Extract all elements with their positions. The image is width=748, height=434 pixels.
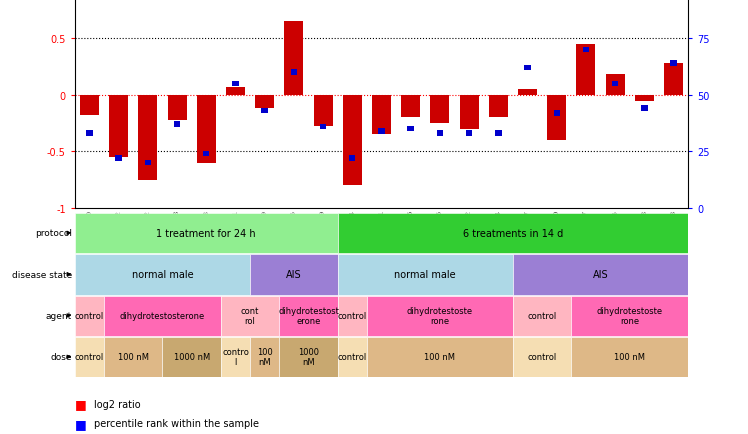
Bar (255, 95, 275, 109)
Bar (583, 47, 589, 53)
Text: dihydrotestosterone: dihydrotestosterone (120, 311, 205, 320)
Bar (577, 45, 595, 95)
Bar (372, 95, 391, 135)
Text: 100 nM: 100 nM (614, 352, 646, 362)
Text: agent: agent (46, 311, 72, 320)
Bar (262, 108, 268, 114)
Bar (554, 111, 560, 116)
Bar (104, 296, 221, 336)
Bar (571, 337, 688, 378)
Text: normal male: normal male (132, 270, 193, 279)
Text: 1 treatment for 24 h: 1 treatment for 24 h (156, 228, 256, 238)
Bar (313, 95, 333, 127)
Text: protocol: protocol (35, 229, 72, 238)
Bar (513, 296, 571, 336)
Bar (641, 106, 648, 112)
Bar (378, 129, 384, 135)
Bar (109, 95, 128, 158)
Text: contro
l: contro l (222, 348, 249, 366)
Bar (635, 95, 654, 102)
Bar (284, 22, 304, 95)
Bar (174, 122, 180, 128)
Bar (75, 255, 250, 295)
Bar (513, 255, 688, 295)
Bar (250, 255, 337, 295)
Bar (337, 255, 513, 295)
Bar (197, 95, 215, 163)
Bar (466, 131, 472, 137)
Text: dihydrotestoste
rone: dihydrotestoste rone (407, 306, 473, 325)
Text: control: control (527, 311, 557, 320)
Text: 1000
nM: 1000 nM (298, 348, 319, 366)
Text: control: control (527, 352, 557, 362)
Bar (203, 151, 209, 157)
Bar (367, 337, 513, 378)
Text: cont
rol: cont rol (241, 306, 260, 325)
Text: control: control (75, 352, 104, 362)
Bar (430, 95, 450, 124)
Bar (401, 95, 420, 118)
Bar (337, 296, 367, 336)
Bar (664, 64, 683, 95)
Bar (513, 337, 571, 378)
Bar (437, 131, 443, 137)
Bar (459, 95, 479, 129)
Text: 100 nM: 100 nM (117, 352, 149, 362)
Bar (138, 95, 157, 180)
Bar (250, 337, 279, 378)
Text: normal male: normal male (394, 270, 456, 279)
Bar (279, 296, 337, 336)
Bar (75, 296, 104, 336)
Text: control: control (337, 352, 367, 362)
Text: 1000 nM: 1000 nM (174, 352, 209, 362)
Bar (232, 82, 239, 87)
Text: AIS: AIS (592, 270, 608, 279)
Bar (80, 95, 99, 116)
Bar (524, 66, 531, 71)
Bar (75, 214, 337, 254)
Bar (226, 88, 245, 95)
Text: 100 nM: 100 nM (424, 352, 456, 362)
Text: ■: ■ (75, 397, 87, 410)
Bar (279, 337, 337, 378)
Bar (606, 75, 625, 95)
Text: control: control (337, 311, 367, 320)
Bar (337, 214, 688, 254)
Bar (408, 127, 414, 132)
Bar (367, 296, 513, 336)
Bar (221, 296, 279, 336)
Bar (115, 156, 122, 161)
Bar (337, 337, 367, 378)
Text: dose: dose (50, 352, 72, 362)
Bar (489, 95, 508, 118)
Bar (291, 70, 297, 76)
Bar (548, 95, 566, 141)
Text: dihydrotestost
erone: dihydrotestost erone (278, 306, 339, 325)
Bar (571, 296, 688, 336)
Text: 6 treatments in 14 d: 6 treatments in 14 d (463, 228, 563, 238)
Bar (168, 95, 186, 120)
Text: percentile rank within the sample: percentile rank within the sample (94, 418, 259, 428)
Text: log2 ratio: log2 ratio (94, 399, 140, 408)
Bar (162, 337, 221, 378)
Bar (104, 337, 162, 378)
Bar (670, 61, 677, 67)
Text: control: control (75, 311, 104, 320)
Bar (75, 337, 104, 378)
Text: dihydrotestoste
rone: dihydrotestoste rone (597, 306, 663, 325)
Text: 100
nM: 100 nM (257, 348, 272, 366)
Bar (320, 124, 326, 130)
Bar (349, 156, 355, 161)
Bar (86, 131, 93, 137)
Text: ■: ■ (75, 417, 87, 430)
Text: disease state: disease state (12, 270, 72, 279)
Bar (612, 82, 619, 87)
Bar (495, 131, 501, 137)
Bar (518, 90, 537, 95)
Bar (144, 160, 151, 166)
Bar (343, 95, 362, 186)
Bar (221, 337, 250, 378)
Text: AIS: AIS (286, 270, 301, 279)
